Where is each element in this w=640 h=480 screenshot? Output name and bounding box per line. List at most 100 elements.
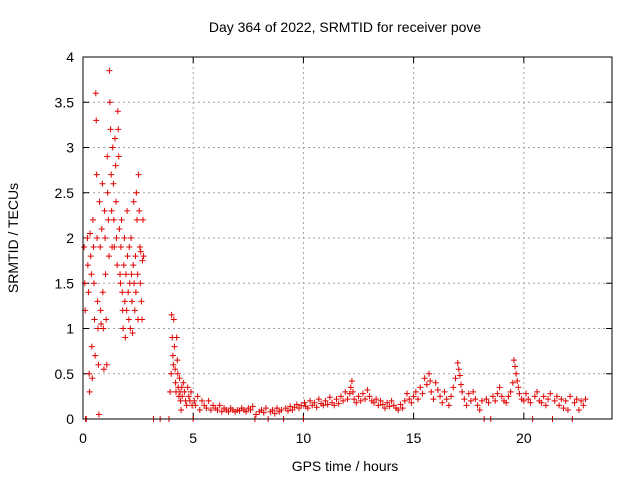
data-point [357,397,364,404]
data-point [100,325,107,332]
data-point [94,298,101,305]
data-point [119,289,126,296]
x-tick-label: 0 [79,430,87,446]
data-point [99,289,106,296]
data-point [95,411,102,418]
data-point [134,271,141,278]
data-point [91,316,98,323]
data-point [167,388,174,395]
data-point [408,399,415,406]
data-point [340,397,347,404]
data-point [88,343,95,350]
data-point [131,307,138,314]
data-point [96,198,103,205]
data-point [426,370,433,377]
data-point [445,402,452,409]
data-point [98,320,105,327]
data-point [362,396,369,403]
data-point [298,402,305,409]
data-point [404,390,411,397]
data-point [399,405,406,412]
y-tick-label: 0.5 [55,366,75,382]
data-point [191,397,198,404]
data-point [580,402,587,409]
data-point [85,289,92,296]
data-point [333,396,340,403]
data-point [104,189,111,196]
data-point [476,406,483,413]
data-point [101,207,108,214]
data-point [428,388,435,395]
data-point [113,235,120,241]
data-point [174,357,181,364]
data-point [110,216,117,223]
data-point [401,397,408,404]
data-point [515,384,522,391]
data-point [243,408,250,415]
data-point [437,393,444,400]
data-point [170,316,177,323]
data-point [489,393,496,400]
data-point [185,393,192,400]
data-point [192,402,199,409]
x-tick-label: 5 [189,430,197,446]
data-point [114,262,121,269]
data-point [196,406,203,413]
data-point [128,235,135,241]
y-tick-label: 1.5 [55,275,75,291]
data-point [106,253,113,260]
data-point [373,396,380,403]
x-tick-label: 10 [296,430,312,446]
data-point [271,410,278,417]
data-point [370,399,377,406]
data-point [386,403,393,410]
data-point [509,379,516,386]
data-point [128,271,135,278]
data-point [458,381,465,388]
y-tick-label: 4 [66,49,74,65]
data-point [108,207,115,214]
data-point [262,405,269,412]
data-point [216,402,223,409]
data-point [459,388,466,395]
data-point [113,198,120,205]
data-point [126,244,133,251]
data-point [120,325,127,332]
data-point [527,399,534,406]
data-point [439,399,446,406]
data-point [93,171,100,178]
data-point [423,381,430,388]
data-point [578,397,585,404]
data-point [397,401,404,408]
x-tick-label: 15 [406,430,422,446]
data-point [452,375,459,382]
data-point [448,393,455,400]
data-point [503,399,510,406]
data-point [353,399,360,406]
data-point [388,397,395,404]
data-point [395,406,402,413]
data-point [320,402,327,409]
data-point [203,405,210,412]
data-point [253,411,260,418]
data-point [556,402,563,409]
data-point [117,271,124,278]
data-point [474,402,481,409]
data-point [102,235,109,241]
data-point [93,117,100,124]
data-point [105,216,112,223]
data-point [531,393,538,400]
plot-frame [82,56,613,420]
data-point [514,377,521,384]
data-point [94,325,101,332]
data-point [456,372,463,379]
data-point [496,384,503,391]
data-point [560,405,567,412]
data-point [355,393,362,400]
data-point [168,370,175,377]
data-point [111,135,118,142]
data-point [170,361,177,368]
data-point [134,216,141,223]
data-point [558,396,565,403]
